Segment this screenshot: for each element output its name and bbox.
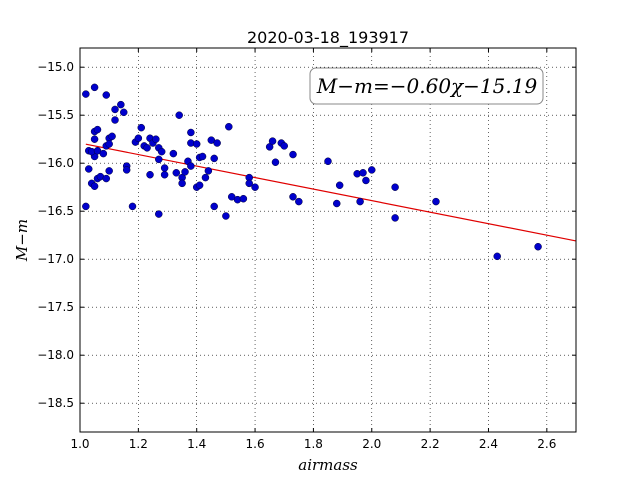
data-point [295, 197, 303, 206]
data-point [210, 202, 218, 211]
data-point [99, 149, 108, 158]
y-tick-label: −17.5 [37, 300, 74, 314]
y-tick-label: −16.0 [37, 156, 74, 170]
plot-area [80, 48, 576, 432]
data-point [245, 179, 253, 188]
fit-line [85, 143, 577, 242]
data-point [105, 167, 113, 175]
data-point [155, 210, 163, 218]
data-point [175, 111, 183, 119]
data-point [493, 252, 501, 261]
data-point [362, 176, 370, 185]
data-point [146, 170, 154, 179]
data-point [192, 140, 201, 148]
data-point [120, 108, 128, 117]
plot-frame [79, 47, 577, 433]
data-point [169, 149, 178, 158]
y-tick-label: −18.5 [37, 396, 74, 410]
x-tick-label: 2.0 [362, 437, 381, 451]
data-point [111, 105, 119, 114]
y-tick-label: −15.0 [37, 60, 74, 74]
y-tick-label: −16.5 [37, 204, 74, 218]
data-point [359, 169, 367, 177]
data-point [90, 182, 99, 190]
data-point [160, 164, 169, 172]
data-point [82, 202, 90, 211]
data-point [90, 83, 99, 92]
data-point [117, 100, 125, 109]
data-point [85, 165, 93, 173]
data-point [534, 242, 542, 251]
data-point [210, 154, 218, 163]
y-tick-label: −18.0 [37, 348, 74, 362]
data-point [268, 137, 277, 145]
data-point [271, 158, 280, 166]
data-point [111, 116, 119, 124]
data-point [128, 202, 137, 211]
data-point [251, 183, 259, 191]
data-point [432, 197, 440, 206]
data-point [213, 139, 221, 147]
x-tick-label: 1.6 [246, 437, 265, 451]
data-point [134, 134, 143, 142]
data-point [201, 173, 210, 182]
data-point [137, 123, 146, 132]
data-point [90, 135, 99, 143]
data-point [195, 181, 204, 190]
y-tick-label: −17.0 [37, 252, 74, 266]
annotation-text: M−m=−0.60χ−15.19 [316, 74, 538, 98]
data-point [356, 197, 364, 206]
data-point [102, 174, 111, 183]
data-point [333, 199, 341, 208]
data-point [222, 212, 230, 220]
y-tick-label: −15.5 [37, 108, 74, 122]
x-axis-label: airmass [298, 456, 358, 474]
data-point [178, 179, 186, 188]
annotation-box: M−m=−0.60χ−15.19 [309, 67, 544, 105]
x-tick-label: 2.2 [421, 437, 440, 451]
data-point [108, 132, 116, 141]
data-point [93, 125, 102, 134]
x-tick-label: 1.0 [70, 437, 89, 451]
x-tick-label: 2.4 [479, 437, 498, 451]
data-point [368, 166, 376, 174]
data-point [280, 142, 288, 150]
data-point [143, 144, 151, 152]
x-tick-label: 1.4 [187, 437, 206, 451]
data-point [391, 183, 399, 191]
data-point [181, 168, 189, 176]
data-point [324, 157, 332, 166]
data-point [289, 193, 297, 201]
axis-ticks: 1.0 1.2 1.4 1.6 1.8 2.0 2.2 2.4 2.6 −15.0 −15.5 −16… [37, 48, 576, 451]
x-tick-label: 1.8 [304, 437, 323, 451]
x-tick-label: 1.2 [129, 437, 148, 451]
data-point [187, 128, 195, 137]
y-axis-label: M−m [13, 219, 31, 262]
fit-line-layer [85, 143, 577, 242]
x-tick-label: 2.6 [537, 437, 556, 451]
data-point [239, 194, 248, 203]
data-point [82, 90, 90, 98]
data-point [198, 152, 207, 161]
data-point [187, 162, 195, 170]
annotation-frame [309, 67, 544, 105]
scatter-points [82, 83, 542, 261]
data-point [102, 91, 111, 99]
data-point [204, 167, 213, 175]
data-point [105, 140, 113, 148]
data-point [160, 170, 169, 179]
data-point [122, 166, 131, 174]
data-point [225, 122, 233, 131]
data-point [335, 181, 344, 190]
data-point [391, 214, 399, 222]
data-point [157, 147, 166, 156]
data-point [289, 150, 297, 159]
data-point [152, 135, 160, 143]
data-point [172, 169, 181, 177]
chart-title: 2020-03-18_193917 [247, 28, 409, 48]
data-point [155, 155, 163, 164]
